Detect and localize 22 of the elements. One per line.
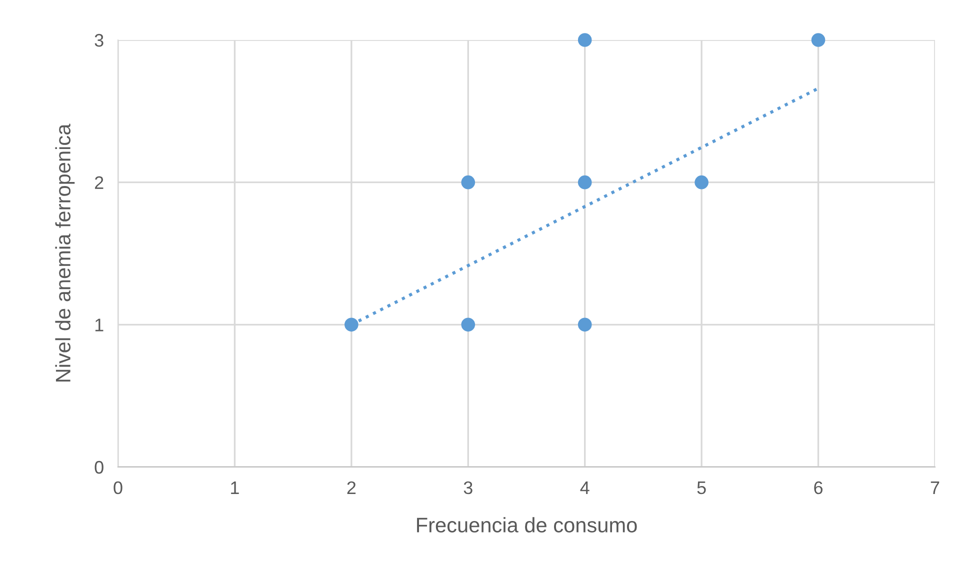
point xyxy=(578,175,592,190)
point xyxy=(461,175,476,190)
point xyxy=(461,318,476,332)
x-tick-label: 4 xyxy=(580,482,590,494)
y-tick-label: 3 xyxy=(94,34,104,47)
point xyxy=(811,33,826,47)
point xyxy=(694,175,708,190)
x-tick-label: 0 xyxy=(114,481,122,494)
point xyxy=(344,318,358,332)
x-tick-label: 5 xyxy=(697,482,706,494)
y-tick-label: 1 xyxy=(95,318,104,332)
point xyxy=(578,33,592,47)
x-tick-label: 3 xyxy=(464,481,472,494)
x-tick-label: 6 xyxy=(814,481,823,494)
y-tick-label: 0 xyxy=(94,460,104,474)
y-axis-title: Nivel de anemia ferropenica xyxy=(55,124,75,382)
point xyxy=(578,318,592,332)
x-axis-title: Frecuencia de consumo xyxy=(417,517,637,532)
x-tick-label: 7 xyxy=(930,482,940,494)
x-tick-label: 2 xyxy=(347,481,356,494)
x-tick-label: 1 xyxy=(231,482,239,494)
y-tick-label: 2 xyxy=(94,176,104,189)
